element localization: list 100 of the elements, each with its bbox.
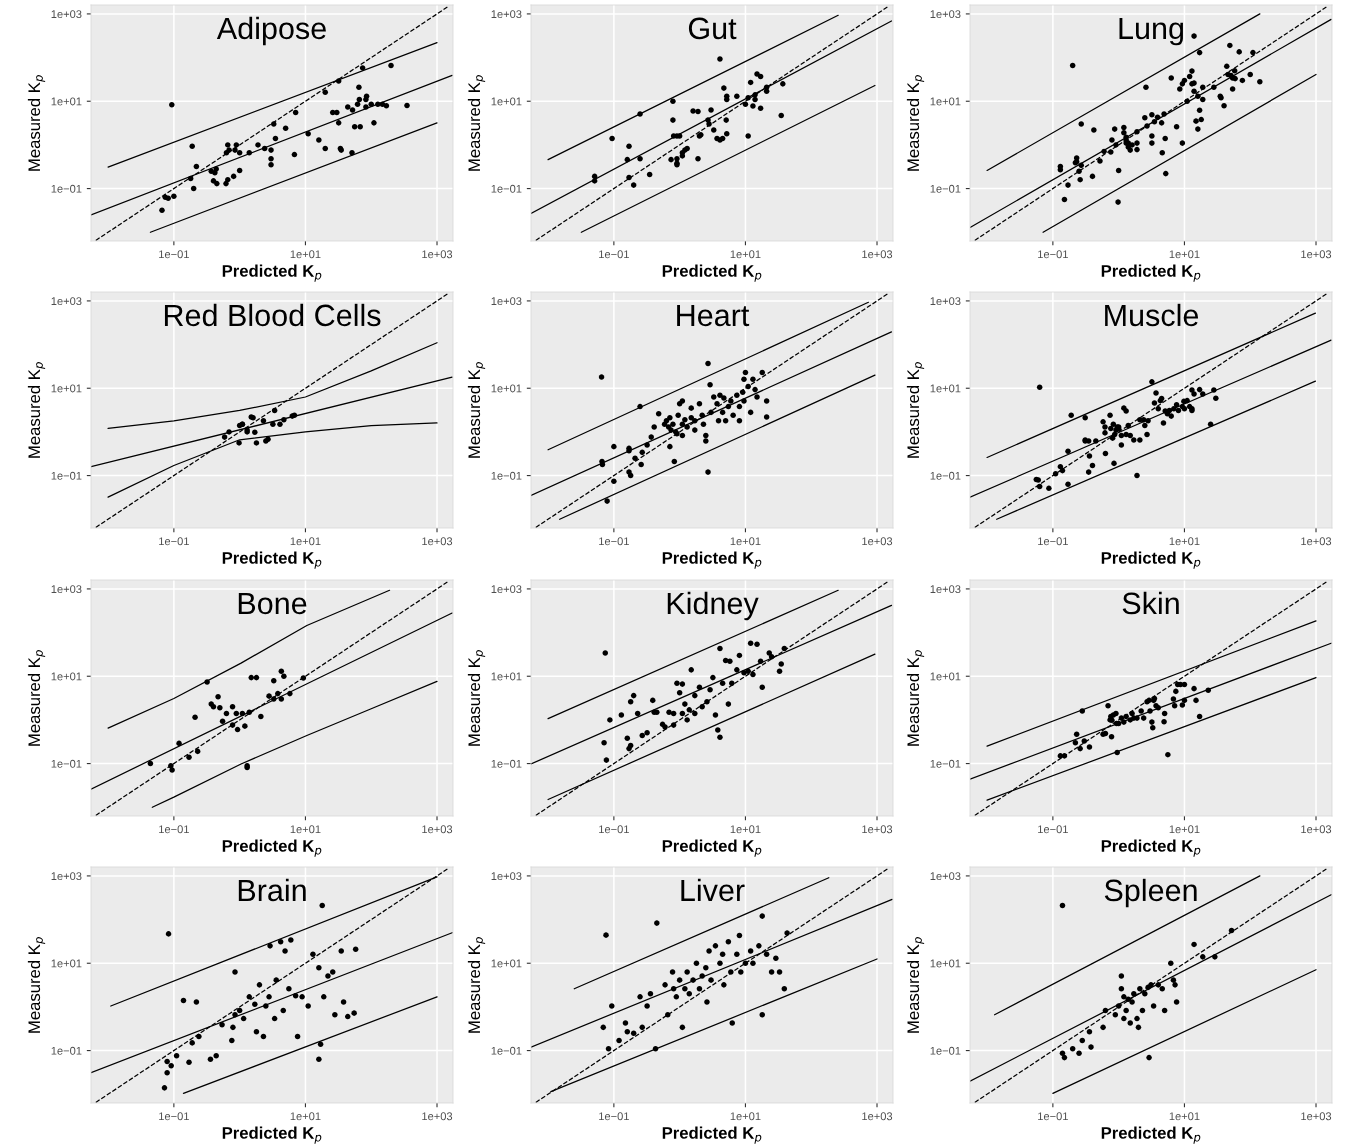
x-axis-title: Predicted K$_{p}$: [222, 1126, 322, 1144]
x-tick-label: 1e+03: [862, 250, 893, 259]
x-tick-label: 1e−01: [599, 1112, 629, 1121]
x-tick-label: 1e−01: [1038, 1112, 1068, 1121]
y-tick-label: 1e+01: [491, 97, 522, 106]
y-tick-label: 1e−01: [491, 471, 522, 480]
x-tick-label: 1e+01: [730, 537, 761, 546]
chart-title: Adipose: [216, 16, 326, 46]
x-axis-title: Predicted K$_{p}$: [662, 264, 762, 282]
y-tick-label: 1e+01: [51, 672, 82, 681]
x-axis-title: Predicted K$_{p}$: [662, 1126, 762, 1144]
x-tick-label: 1e−01: [159, 250, 189, 259]
x-tick-label: 1e−01: [599, 825, 629, 834]
y-tick-label: 1e−01: [51, 1046, 82, 1055]
x-axis-title: Predicted K$_{p}$: [662, 839, 762, 857]
y-tick-label: 1e+03: [51, 872, 82, 881]
chart-title: Liver: [681, 878, 745, 902]
y-axis-title: Measured K$_{p}$: [27, 75, 46, 171]
x-axis-title: Predicted K$_{p}$: [222, 264, 322, 282]
y-tick-label: 1e+03: [930, 872, 961, 881]
x-tick-label: 1e−01: [1038, 250, 1068, 259]
y-axis-title: Measured K$_{p}$: [27, 937, 46, 1033]
y-tick-label: 1e−01: [930, 184, 961, 193]
x-tick-label: 1e+01: [1169, 537, 1200, 546]
y-tick-label: 1e−01: [930, 759, 961, 768]
chart-title: Muscle: [1105, 303, 1199, 327]
y-tick-label: 1e−01: [51, 184, 82, 193]
y-axis-title: Measured K$_{p}$: [906, 362, 925, 458]
y-tick-label: 1e−01: [930, 1046, 961, 1055]
x-tick-label: 1e−01: [1038, 537, 1068, 546]
chart-title: Kidney: [667, 591, 759, 621]
x-tick-label: 1e+03: [1301, 537, 1332, 546]
x-tick-label: 1e+03: [422, 250, 453, 259]
y-axis-title: Measured K$_{p}$: [27, 650, 46, 746]
x-tick-label: 1e+01: [730, 1112, 761, 1121]
x-tick-label: 1e+01: [290, 1112, 321, 1121]
x-axis-title: Predicted K$_{p}$: [1101, 264, 1201, 282]
x-tick-label: 1e+03: [422, 825, 453, 834]
chart-title: Red Blood Cells: [164, 303, 381, 327]
y-tick-label: 1e+03: [930, 10, 961, 19]
chart-title: Skin: [1122, 591, 1179, 615]
x-tick-label: 1e+01: [1169, 825, 1200, 834]
y-axis-title: Measured K$_{p}$: [467, 937, 486, 1033]
x-tick-label: 1e+01: [1169, 1112, 1200, 1121]
y-tick-label: 1e+01: [930, 97, 961, 106]
x-tick-label: 1e+03: [862, 1112, 893, 1121]
y-axis-title: Measured K$_{p}$: [467, 362, 486, 458]
x-tick-label: 1e+01: [290, 825, 321, 834]
x-axis-title: Predicted K$_{p}$: [1101, 839, 1201, 857]
y-tick-label: 1e+03: [930, 585, 961, 594]
y-tick-label: 1e+01: [491, 672, 522, 681]
x-tick-label: 1e−01: [159, 825, 189, 834]
chart-title: Brain: [238, 878, 306, 902]
x-axis-title: Predicted K$_{p}$: [1101, 551, 1201, 569]
y-tick-label: 1e+03: [491, 10, 522, 19]
y-tick-label: 1e+03: [491, 297, 522, 306]
y-tick-label: 1e+01: [491, 384, 522, 393]
x-tick-label: 1e+03: [422, 1112, 453, 1121]
x-tick-label: 1e+01: [730, 825, 761, 834]
x-tick-label: 1e−01: [159, 537, 189, 546]
y-tick-label: 1e−01: [51, 471, 82, 480]
x-tick-label: 1e+03: [1301, 1112, 1332, 1121]
y-tick-label: 1e+03: [491, 585, 522, 594]
y-tick-label: 1e−01: [930, 471, 961, 480]
x-axis-title: Predicted K$_{p}$: [662, 551, 762, 569]
x-tick-label: 1e−01: [1038, 825, 1068, 834]
x-tick-label: 1e+03: [1301, 825, 1332, 834]
y-tick-label: 1e+03: [51, 10, 82, 19]
y-tick-label: 1e+03: [491, 872, 522, 881]
x-tick-label: 1e+03: [862, 537, 893, 546]
x-tick-label: 1e−01: [159, 1112, 189, 1121]
y-axis-title: Measured K$_{p}$: [467, 75, 486, 171]
y-tick-label: 1e−01: [491, 1046, 522, 1055]
chart-title: Lung: [1119, 17, 1184, 46]
y-tick-label: 1e−01: [491, 184, 522, 193]
x-tick-label: 1e+01: [290, 537, 321, 546]
y-tick-label: 1e+01: [491, 959, 522, 968]
y-tick-label: 1e+01: [930, 672, 961, 681]
y-tick-label: 1e+01: [51, 959, 82, 968]
y-tick-label: 1e+03: [51, 585, 82, 594]
y-axis-title: Measured K$_{p}$: [27, 362, 46, 458]
chart-title: Heart: [677, 304, 750, 327]
y-tick-label: 1e+03: [930, 297, 961, 306]
y-tick-label: 1e−01: [491, 759, 522, 768]
x-tick-label: 1e−01: [599, 250, 629, 259]
y-tick-label: 1e+01: [51, 97, 82, 106]
y-tick-label: 1e+01: [930, 384, 961, 393]
x-tick-label: 1e−01: [599, 537, 629, 546]
x-tick-label: 1e+03: [1301, 250, 1332, 259]
y-axis-title: Measured K$_{p}$: [906, 937, 925, 1033]
chart-title: Spleen: [1104, 878, 1197, 908]
x-tick-label: 1e+01: [730, 250, 761, 259]
x-tick-label: 1e+01: [290, 250, 321, 259]
y-tick-label: 1e+01: [930, 959, 961, 968]
x-tick-label: 1e+03: [422, 537, 453, 546]
x-axis-title: Predicted K$_{p}$: [222, 551, 322, 569]
y-axis-title: Measured K$_{p}$: [906, 650, 925, 746]
x-axis-title: Predicted K$_{p}$: [222, 839, 322, 857]
y-tick-label: 1e−01: [51, 759, 82, 768]
chart-title: Bone: [238, 592, 307, 615]
